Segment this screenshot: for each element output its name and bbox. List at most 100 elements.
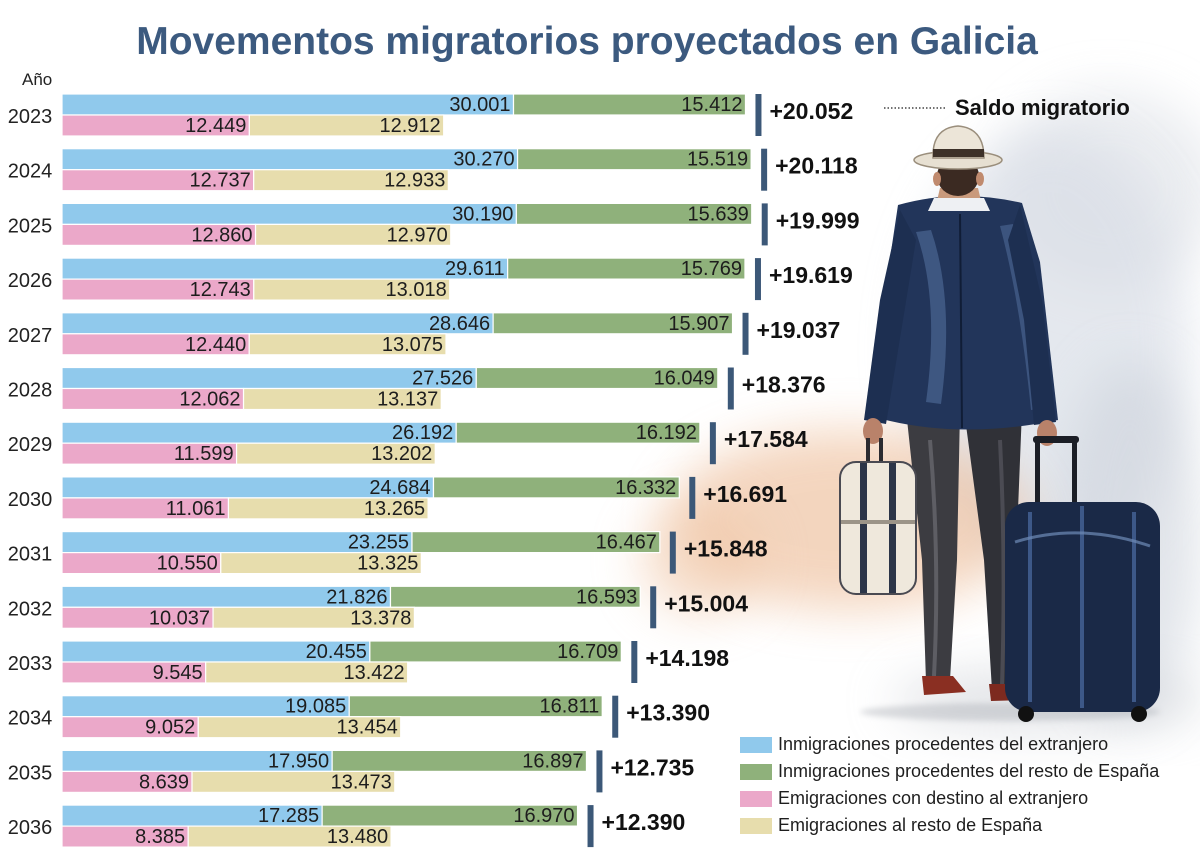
bar-inmigraciones-resto-espana-2034 — [348, 695, 603, 718]
year-label-2028: 2028 — [8, 380, 53, 402]
bar-inmigraciones-resto-espana-2027 — [492, 312, 734, 335]
saldo-marker-2024 — [761, 148, 768, 191]
saldo-label-2026: +19.619 — [769, 262, 853, 288]
year-row-2026: 29.611 15.769 12.743 13.018 2026 +19.619 — [8, 257, 853, 301]
legend-swatch — [740, 736, 772, 753]
value-label-inmigraciones-extranjero-2032: 21.826 — [326, 586, 387, 608]
bar-emigraciones-resto-espana-2027 — [248, 333, 447, 356]
value-label-inmigraciones-extranjero-2035: 17.950 — [268, 750, 329, 772]
value-label-inmigraciones-extranjero-2033: 20.455 — [306, 641, 367, 663]
value-label-emigraciones-extranjero-2023: 12.449 — [185, 115, 246, 137]
value-label-emigraciones-extranjero-2027: 12.440 — [185, 334, 246, 356]
value-label-inmigraciones-extranjero-2023: 30.001 — [449, 94, 510, 116]
saldo-label-2036: +12.390 — [602, 809, 686, 835]
saldo-label-2031: +15.848 — [684, 536, 768, 562]
bar-inmigraciones-resto-espana-2026 — [507, 257, 746, 280]
bar-emigraciones-resto-espana-2033 — [205, 661, 409, 684]
legend-label: Inmigraciones procedentes del resto de E… — [778, 761, 1160, 781]
traveler-left-leg — [906, 410, 960, 682]
value-label-inmigraciones-extranjero-2030: 24.684 — [369, 477, 430, 499]
value-label-emigraciones-resto-espana-2035: 13.473 — [331, 771, 392, 793]
value-label-inmigraciones-extranjero-2034: 19.085 — [285, 696, 346, 718]
saldo-label-2030: +16.691 — [703, 481, 787, 507]
saldo-marker-2036 — [587, 805, 594, 848]
legend-item-emigraciones-resto-espana: Emigraciones al resto de España — [740, 812, 1159, 839]
bar-emigraciones-resto-espana-2025 — [254, 223, 452, 246]
value-label-inmigraciones-resto-espana-2034: 16.811 — [540, 696, 600, 718]
saldo-marker-2025 — [761, 203, 768, 246]
bar-emigraciones-resto-espana-2036 — [187, 825, 392, 848]
year-label-2033: 2033 — [8, 653, 53, 675]
saldo-marker-2032 — [650, 586, 657, 629]
bar-inmigraciones-extranjero-2024 — [61, 148, 519, 171]
value-label-emigraciones-extranjero-2031: 10.550 — [157, 553, 218, 575]
year-row-2030: 24.684 16.332 11.061 13.265 2030 +16.691 — [8, 476, 787, 520]
bar-emigraciones-resto-espana-2026 — [253, 278, 451, 301]
year-label-2026: 2026 — [8, 270, 53, 292]
value-label-emigraciones-extranjero-2032: 10.037 — [149, 607, 210, 629]
bar-emigraciones-resto-espana-2031 — [220, 551, 422, 575]
bar-inmigraciones-resto-espana-2029 — [455, 421, 701, 444]
value-label-inmigraciones-resto-espana-2023: 15.412 — [681, 94, 742, 116]
year-label-2025: 2025 — [8, 215, 53, 237]
bar-inmigraciones-resto-espana-2032 — [389, 585, 641, 608]
legend-item-inmigraciones-extranjero: Inmigraciones procedentes del extranjero — [740, 731, 1159, 758]
year-label-2032: 2032 — [8, 598, 53, 620]
bar-emigraciones-resto-espana-2024 — [253, 169, 449, 192]
year-label-2034: 2034 — [8, 708, 53, 730]
year-row-2027: 28.646 15.907 12.440 13.075 2027 +19.037 — [8, 312, 841, 356]
value-label-inmigraciones-resto-espana-2035: 16.897 — [522, 750, 583, 772]
value-label-inmigraciones-resto-espana-2031: 16.467 — [596, 532, 657, 554]
bar-emigraciones-resto-espana-2029 — [235, 442, 436, 465]
value-label-emigraciones-resto-espana-2027: 13.075 — [382, 334, 443, 356]
saldo-label-2027: +19.037 — [757, 317, 841, 343]
year-row-2035: 17.950 16.897 8.639 13.473 2035 +12.735 — [8, 749, 694, 793]
legend-swatch — [740, 817, 772, 834]
value-label-emigraciones-extranjero-2029: 11.599 — [174, 443, 234, 465]
value-label-inmigraciones-resto-espana-2027: 15.907 — [668, 313, 729, 335]
bar-inmigraciones-resto-espana-2028 — [475, 366, 719, 390]
value-label-inmigraciones-resto-espana-2029: 16.192 — [636, 422, 697, 444]
legend-item-inmigraciones-resto-espana: Inmigraciones procedentes del resto de E… — [740, 758, 1159, 785]
saldo-legend-label: Saldo migratorio — [955, 95, 1130, 120]
value-label-inmigraciones-resto-espana-2026: 15.769 — [681, 258, 742, 280]
saldo-label-2034: +13.390 — [626, 700, 710, 726]
value-label-inmigraciones-resto-espana-2024: 15.519 — [687, 149, 748, 171]
value-label-emigraciones-resto-espana-2023: 12.912 — [380, 115, 441, 137]
value-label-inmigraciones-extranjero-2026: 29.611 — [445, 258, 505, 280]
large-suitcase — [1005, 436, 1160, 722]
legend-swatch — [740, 790, 772, 807]
value-label-emigraciones-extranjero-2024: 12.737 — [190, 170, 251, 192]
value-label-emigraciones-extranjero-2030: 11.061 — [166, 498, 226, 520]
legend-label: Emigraciones al resto de España — [778, 815, 1043, 835]
bar-inmigraciones-resto-espana-2025 — [515, 202, 753, 225]
bar-inmigraciones-resto-espana-2024 — [516, 148, 752, 171]
year-row-2032: 21.826 16.593 10.037 13.378 2032 +15.004 — [8, 585, 748, 629]
value-label-emigraciones-extranjero-2025: 12.860 — [191, 224, 252, 246]
year-label-2036: 2036 — [8, 817, 53, 839]
bar-inmigraciones-resto-espana-2036 — [321, 804, 579, 827]
bar-inmigraciones-resto-espana-2031 — [411, 530, 661, 554]
value-label-inmigraciones-resto-espana-2036: 16.970 — [513, 805, 574, 827]
saldo-marker-2030 — [689, 476, 696, 519]
value-label-inmigraciones-extranjero-2025: 30.190 — [452, 203, 513, 225]
saldo-label-2025: +19.999 — [776, 207, 860, 233]
traveler-figure — [839, 125, 1160, 722]
year-label-2027: 2027 — [8, 325, 53, 347]
value-label-inmigraciones-extranjero-2031: 23.255 — [348, 532, 409, 554]
value-label-emigraciones-extranjero-2033: 9.545 — [153, 662, 203, 684]
saldo-marker-2031 — [669, 531, 676, 574]
value-label-inmigraciones-resto-espana-2033: 16.709 — [557, 641, 618, 663]
year-row-2036: 17.285 16.970 8.385 13.480 2036 +12.390 — [8, 804, 686, 848]
saldo-label-2032: +15.004 — [664, 590, 748, 616]
value-label-emigraciones-extranjero-2028: 12.062 — [179, 389, 240, 411]
value-label-emigraciones-resto-espana-2030: 13.265 — [364, 498, 425, 520]
year-row-2024: 30.270 15.519 12.737 12.933 2024 +20.118 — [8, 148, 858, 192]
chart-title: Movementos migratorios proyectados en Ga… — [136, 20, 1038, 63]
value-label-inmigraciones-extranjero-2027: 28.646 — [429, 313, 490, 335]
value-label-emigraciones-extranjero-2026: 12.743 — [190, 279, 251, 301]
legend-item-emigraciones-extranjero: Emigraciones con destino al extranjero — [740, 785, 1159, 812]
small-suitcase — [839, 438, 917, 595]
value-label-emigraciones-resto-espana-2025: 12.970 — [387, 224, 448, 246]
